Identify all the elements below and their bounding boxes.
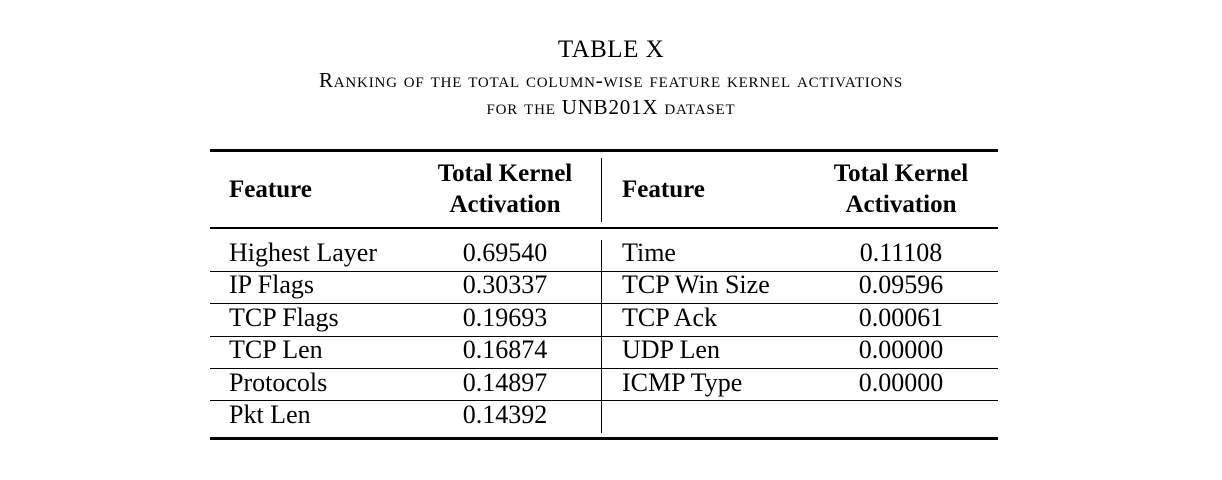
header-kernel-right-line-2: Activation	[845, 191, 957, 218]
left-value-cell: 0.69540	[462, 238, 548, 267]
row-divider	[210, 271, 998, 272]
header-kernel-left-line-1: Total Kernel	[437, 160, 573, 187]
table-bottom-rule	[210, 437, 998, 440]
right-value-cell: 0.00000	[858, 368, 944, 397]
left-feature-cell: IP Flags	[229, 270, 314, 299]
table-title-line-2: for the UNB201X dataset	[486, 95, 736, 119]
left-feature-cell: TCP Flags	[229, 303, 339, 332]
right-feature-cell: ICMP Type	[622, 368, 743, 397]
table-header-rule	[210, 227, 998, 229]
left-feature-cell: Protocols	[229, 368, 328, 397]
right-feature-cell: TCP Win Size	[622, 270, 770, 299]
left-feature-cell: Highest Layer	[229, 238, 378, 267]
header-kernel-activation-right: Total Kernel Activation	[808, 158, 994, 220]
right-value-cell: 0.11108	[859, 238, 943, 267]
header-kernel-activation-left: Total Kernel Activation	[412, 158, 598, 220]
row-divider	[210, 368, 998, 369]
header-feature-left: Feature	[229, 176, 312, 203]
column-separator-header	[601, 158, 602, 222]
left-feature-cell: TCP Len	[229, 335, 323, 364]
left-value-cell: 0.30337	[462, 270, 548, 299]
table-number: TABLE X	[557, 36, 665, 63]
right-value-cell: 0.09596	[858, 270, 944, 299]
left-value-cell: 0.14392	[462, 400, 548, 429]
header-kernel-right-line-1: Total Kernel	[833, 160, 969, 187]
column-separator-body	[601, 240, 602, 433]
left-value-cell: 0.19693	[462, 303, 548, 332]
right-feature-cell: UDP Len	[622, 335, 720, 364]
row-divider	[210, 303, 998, 304]
right-value-cell: 0.00061	[858, 303, 944, 332]
left-value-cell: 0.14897	[462, 368, 548, 397]
right-feature-cell: TCP Ack	[622, 303, 718, 332]
right-value-cell: 0.00000	[858, 335, 944, 364]
right-feature-cell: Time	[622, 238, 676, 267]
row-divider	[210, 400, 998, 401]
table-title-line-1: Ranking of the total column-wise feature…	[318, 68, 903, 92]
header-feature-right: Feature	[622, 176, 705, 203]
header-kernel-left-line-2: Activation	[449, 191, 561, 218]
row-divider	[210, 336, 998, 337]
left-value-cell: 0.16874	[462, 335, 548, 364]
left-feature-cell: Pkt Len	[229, 400, 311, 429]
table-top-rule	[210, 149, 998, 152]
